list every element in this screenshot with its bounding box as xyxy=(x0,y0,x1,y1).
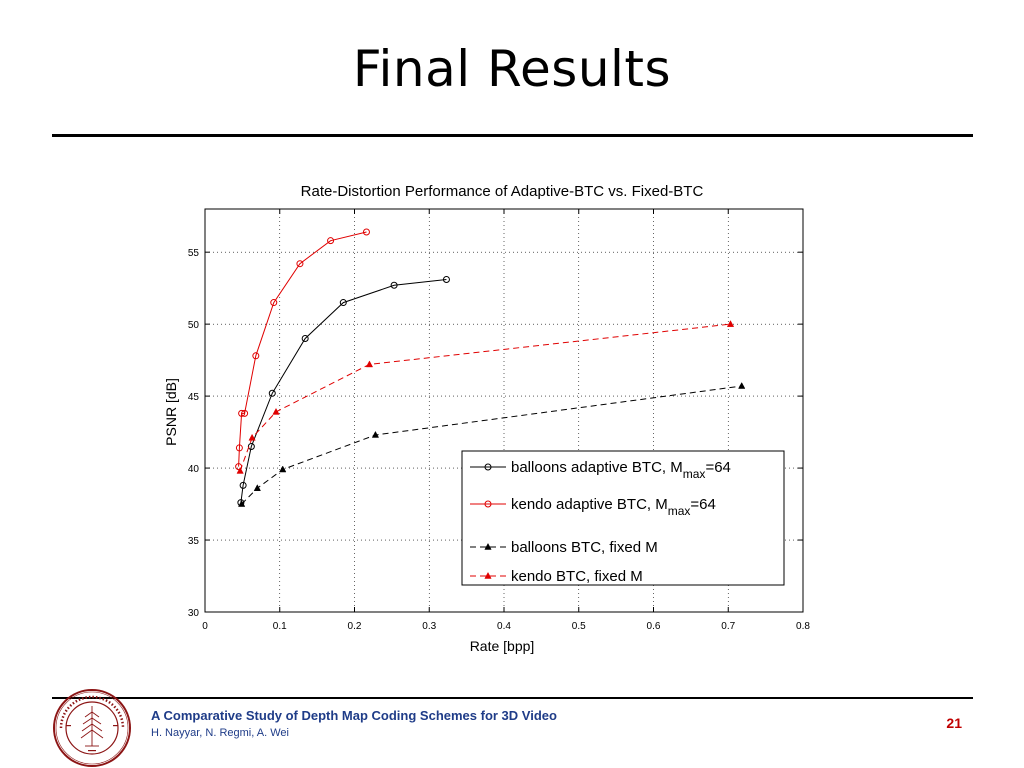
data-point xyxy=(371,430,380,438)
data-point xyxy=(253,484,261,491)
data-point xyxy=(241,409,249,417)
data-point xyxy=(365,360,374,368)
data-point xyxy=(339,299,347,307)
y-tick-label: 50 xyxy=(188,320,200,331)
x-tick-label: 0.6 xyxy=(647,621,661,632)
series-line xyxy=(238,231,367,467)
legend-marker xyxy=(484,571,492,579)
title-divider xyxy=(52,134,973,137)
series-0 xyxy=(237,276,450,507)
legend-marker xyxy=(484,500,492,508)
data-point xyxy=(238,409,246,417)
chart-title: Rate-Distortion Performance of Adaptive-… xyxy=(301,183,704,200)
y-tick-label: 40 xyxy=(188,464,200,475)
x-tick-label: 0.3 xyxy=(422,621,436,632)
data-point xyxy=(279,465,287,473)
series-2 xyxy=(238,382,746,507)
data-point xyxy=(362,228,370,236)
plot-ticks: 0 0.1 0.2 0.3 0.4 0.5 0.6 0.7 0.8 30 35 40 45 50 55 xyxy=(188,209,810,632)
rate-distortion-chart: 0 0.1 0.2 0.3 0.4 0.5 0.6 0.7 0.8 30 35 40 45 50 55 Ra… xyxy=(163,183,810,654)
data-point xyxy=(270,299,278,307)
series-3 xyxy=(236,320,735,474)
x-tick-label: 0.8 xyxy=(796,621,810,632)
data-point xyxy=(239,481,247,489)
university-seal-icon xyxy=(53,689,131,767)
data-point xyxy=(726,320,735,327)
slide-title: Final Results xyxy=(352,40,672,98)
series-1 xyxy=(235,228,370,471)
data-point xyxy=(248,433,256,441)
x-tick-label: 0.4 xyxy=(497,621,511,632)
data-point xyxy=(252,352,260,360)
series-line xyxy=(240,279,447,503)
legend: balloons adaptive BTC, Mmax=64 kendo adap… xyxy=(461,450,785,586)
legend-entry: kendo adaptive BTC, Mmax=64 xyxy=(511,496,716,518)
x-axis-label: Rate [bpp] xyxy=(470,638,535,654)
y-tick-label: 45 xyxy=(188,392,200,403)
footer-authors: H. Nayyar, N. Regmi, A. Wei xyxy=(151,727,289,739)
legend-marker xyxy=(484,542,492,550)
x-tick-label: 0.1 xyxy=(273,621,287,632)
legend-entry: balloons BTC, fixed M xyxy=(511,539,658,556)
x-tick-label: 0 xyxy=(202,621,208,632)
data-point xyxy=(247,442,255,450)
footer-divider xyxy=(52,697,973,699)
y-tick-label: 35 xyxy=(188,536,200,547)
data-point xyxy=(301,335,309,343)
legend-box xyxy=(461,450,785,586)
data-point xyxy=(738,382,746,389)
footer-title: A Comparative Study of Depth Map Coding … xyxy=(151,708,557,723)
data-point xyxy=(236,466,244,474)
x-tick-label: 0.2 xyxy=(348,621,362,632)
series-line xyxy=(239,323,731,472)
data-point xyxy=(235,444,243,452)
data-point xyxy=(238,500,246,507)
data-point xyxy=(390,281,398,289)
data-point xyxy=(327,237,335,245)
y-tick-label: 30 xyxy=(188,608,200,619)
legend-marker xyxy=(484,463,492,471)
data-point xyxy=(268,389,276,397)
data-point xyxy=(272,407,280,415)
x-tick-label: 0.7 xyxy=(721,621,735,632)
y-tick-label: 55 xyxy=(188,248,200,259)
y-axis-label: PSNR [dB] xyxy=(163,378,179,446)
plot-series xyxy=(235,228,746,507)
legend-entry: kendo BTC, fixed M xyxy=(511,568,643,585)
legend-entry: balloons adaptive BTC, Mmax=64 xyxy=(511,459,731,481)
x-tick-label: 0.5 xyxy=(572,621,586,632)
page-number: 21 xyxy=(946,715,962,731)
data-point xyxy=(442,276,450,284)
data-point xyxy=(296,260,304,268)
